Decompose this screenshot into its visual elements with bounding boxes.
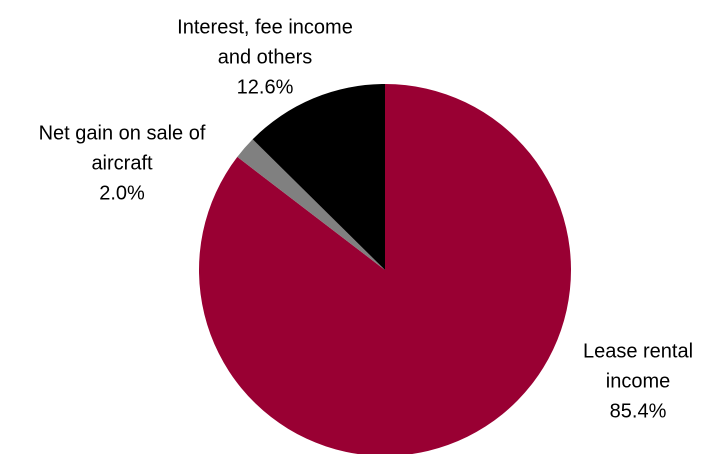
pie-slice-0 — [199, 84, 571, 454]
slice-label-2: Interest, fee income and others 12.6% — [177, 16, 353, 98]
pie-slices — [199, 84, 571, 454]
slice-value-label-2: 12.6% — [237, 76, 294, 98]
slice-label-1: Net gain on sale of aircraft 2.0% — [39, 122, 206, 204]
slice-value-label-0: 85.4% — [610, 400, 667, 422]
slice-name-line-0-1: income — [606, 370, 670, 392]
pie-slice-1 — [237, 139, 385, 270]
slice-label-0: Lease rental income 85.4% — [583, 340, 693, 422]
slice-name-line-0-0: Lease rental — [583, 340, 693, 362]
slice-name-line-2-0: Interest, fee income — [177, 16, 353, 38]
slice-name-line-2-1: and others — [218, 46, 313, 68]
slice-name-line-1-1: aircraft — [91, 152, 153, 174]
pie-labels: Lease rental income 85.4% Net gain on sale … — [39, 16, 693, 422]
slice-value-label-1: 2.0% — [99, 182, 145, 204]
slice-name-line-1-0: Net gain on sale of — [39, 122, 206, 144]
pie-slice-2 — [252, 84, 385, 270]
